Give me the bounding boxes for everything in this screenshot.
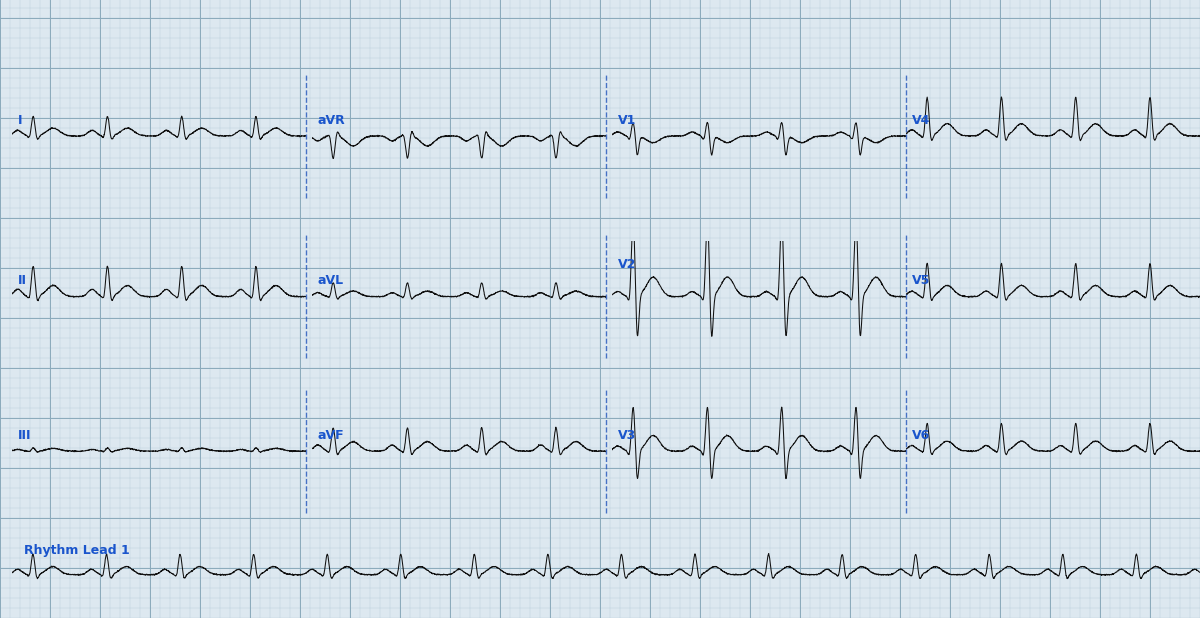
Text: Rhythm Lead 1: Rhythm Lead 1 [24,544,130,557]
Text: aVL: aVL [318,274,344,287]
Text: II: II [18,274,26,287]
Text: V5: V5 [912,274,930,287]
Text: aVR: aVR [318,114,346,127]
Text: V2: V2 [618,258,636,271]
Text: V1: V1 [618,114,636,127]
Text: V3: V3 [618,429,636,442]
Text: III: III [18,429,31,442]
Text: V4: V4 [912,114,930,127]
Text: V6: V6 [912,429,930,442]
Text: I: I [18,114,23,127]
Text: aVF: aVF [318,429,344,442]
